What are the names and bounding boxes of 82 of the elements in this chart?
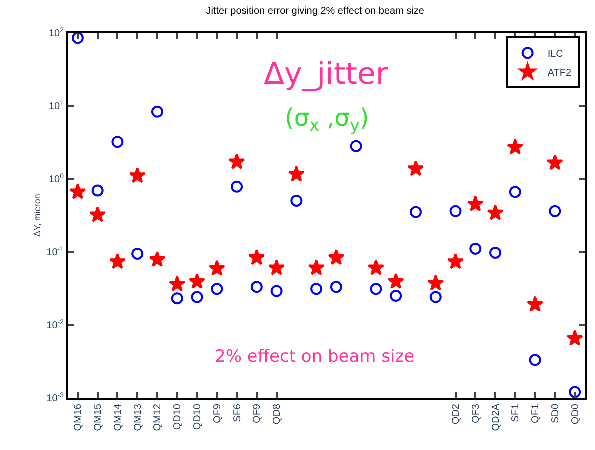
- point: [132, 248, 144, 260]
- point: [171, 292, 184, 305]
- point: [487, 204, 504, 220]
- y-tick-label: 10$^{-2}$: [46, 319, 64, 332]
- point: [151, 106, 164, 118]
- point: [70, 183, 86, 200]
- y-axis-title: ΔY, micron: [32, 194, 42, 237]
- y-tick-label: 10$^{1}$: [48, 100, 64, 112]
- point: [129, 167, 146, 184]
- point: [390, 290, 402, 302]
- annotation: Δy_jitter: [264, 57, 389, 92]
- x-tick-label: QD10: [192, 404, 204, 430]
- x-tick-label: QD0: [570, 404, 582, 425]
- x-tick-label: SD0: [550, 404, 562, 424]
- x-tick-label: SF1: [510, 404, 522, 422]
- point: [509, 186, 522, 198]
- point: [268, 259, 286, 276]
- annotation: 2% effect on beam size: [215, 347, 415, 367]
- x-tick-label: QF1: [530, 404, 542, 424]
- annotation: (σ$_{x}$ ,σ$_{y}$): [285, 104, 370, 136]
- point: [428, 274, 444, 291]
- point: [450, 205, 462, 218]
- point: [410, 206, 422, 218]
- point: [549, 205, 562, 218]
- point: [90, 206, 106, 222]
- point: [231, 180, 244, 193]
- x-tick-label: QF9: [252, 404, 264, 424]
- x-tick-label: QM13: [132, 404, 144, 432]
- point: [191, 291, 204, 304]
- point: [211, 283, 224, 296]
- x-tick-label: QF3: [470, 404, 482, 424]
- point: [526, 296, 544, 312]
- point: [470, 242, 482, 255]
- point: [368, 259, 385, 276]
- chart-title: Jitter position error giving 2% effect on beam size: [206, 6, 425, 17]
- point: [109, 253, 126, 270]
- point: [149, 251, 166, 268]
- x-tick-label: QM16: [73, 404, 84, 432]
- legend-label: ATF2: [548, 68, 572, 80]
- point: [370, 283, 382, 296]
- point: [328, 249, 345, 266]
- point: [447, 253, 464, 270]
- point: [288, 166, 305, 182]
- point: [112, 136, 124, 148]
- y-tick-label: 10$^{2}$: [48, 27, 64, 40]
- point: [308, 259, 325, 276]
- point: [248, 249, 266, 266]
- point: [250, 281, 263, 294]
- x-tick-label: QM12: [152, 404, 164, 432]
- point: [310, 283, 323, 296]
- point: [408, 160, 424, 176]
- point: [529, 354, 542, 366]
- legend-label: ILC: [548, 49, 564, 60]
- point: [330, 281, 342, 294]
- x-tick-label: QD2: [451, 404, 462, 425]
- point: [546, 154, 564, 170]
- point: [467, 196, 484, 212]
- x-tick-label: QM14: [112, 404, 124, 432]
- x-tick-label: QD8: [272, 404, 284, 425]
- y-tick-label: 10$^{-3}$: [46, 392, 64, 404]
- point: [270, 285, 283, 298]
- point: [188, 273, 206, 290]
- point: [72, 32, 84, 44]
- point: [350, 140, 362, 152]
- y-tick-label: 10$^{0}$: [48, 173, 64, 186]
- point: [290, 194, 303, 207]
- point: [228, 153, 246, 170]
- point: [569, 386, 582, 398]
- point: [566, 330, 584, 346]
- x-tick-label: QD10: [172, 404, 184, 430]
- point: [490, 246, 502, 259]
- point: [507, 138, 524, 155]
- x-tick-label: SF6: [232, 404, 244, 422]
- point: [388, 273, 404, 290]
- y-tick-label: 10$^{-1}$: [46, 246, 64, 258]
- point: [208, 260, 226, 276]
- x-tick-label: QM15: [93, 404, 104, 432]
- point: [430, 291, 442, 304]
- point: [169, 276, 186, 292]
- x-tick-label: QD2A: [490, 404, 502, 432]
- point: [92, 184, 104, 197]
- x-tick-label: QF9: [212, 404, 224, 424]
